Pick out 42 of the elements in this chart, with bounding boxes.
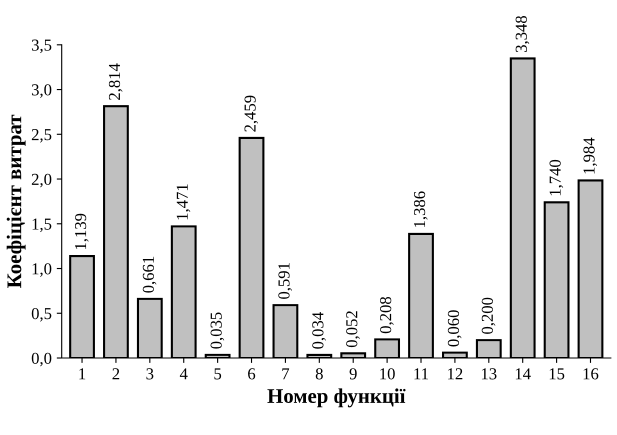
data-label: 0,200 (482, 298, 496, 334)
data-label: 0,035 (210, 312, 224, 349)
data-label: 1,471 (176, 184, 190, 220)
x-axis-title: Номер функції (267, 388, 406, 408)
x-tick-label: 7 (282, 368, 290, 380)
x-tick-label: 13 (482, 368, 496, 380)
x-tick-label: 14 (516, 368, 531, 380)
x-tick-label: 1 (79, 368, 86, 380)
y-tick-label: 0,0 (32, 352, 52, 366)
x-tick-label: 16 (584, 368, 598, 380)
y-tick-label: 1,5 (32, 218, 52, 232)
x-tick-label: 15 (550, 368, 564, 380)
x-tick-label: 4 (180, 368, 188, 380)
x-tick-label: 11 (414, 368, 428, 380)
y-tick-label: 0,5 (32, 308, 52, 322)
x-tick-label: 5 (214, 368, 222, 380)
y-axis-title: Коефіцієнт витрат (6, 114, 26, 288)
data-label: 2,814 (108, 63, 123, 100)
x-tick-label: 2 (112, 368, 120, 380)
y-tick-label: 3,5 (32, 40, 52, 54)
data-label: 0,208 (380, 296, 394, 334)
data-label: 0,060 (448, 310, 462, 346)
data-label: 0,661 (142, 256, 156, 293)
x-tick-label: 10 (380, 368, 395, 380)
x-tick-label: 6 (248, 368, 256, 380)
data-label: 1,386 (414, 191, 428, 227)
data-label: 1,139 (75, 214, 89, 250)
y-tick-label: 1,0 (32, 263, 52, 277)
data-label: 0,034 (312, 312, 326, 349)
y-tick-label: 2,5 (32, 129, 52, 143)
x-tick-label: 8 (316, 368, 323, 380)
data-label: 0,591 (278, 263, 292, 299)
data-label: 3,348 (516, 16, 530, 52)
data-label: 1,740 (550, 160, 564, 196)
y-tick-label: 3,0 (32, 84, 52, 98)
data-label: 0,052 (346, 311, 360, 348)
data-label: 2,459 (244, 96, 258, 132)
data-label: 1,984 (583, 138, 598, 174)
x-tick-label: 12 (448, 368, 462, 380)
x-tick-label: 9 (350, 368, 357, 380)
x-tick-label: 3 (146, 368, 154, 380)
y-tick-label: 2,0 (32, 174, 52, 188)
